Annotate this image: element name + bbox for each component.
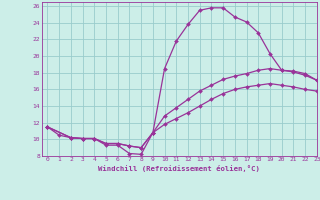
X-axis label: Windchill (Refroidissement éolien,°C): Windchill (Refroidissement éolien,°C)	[98, 165, 260, 172]
